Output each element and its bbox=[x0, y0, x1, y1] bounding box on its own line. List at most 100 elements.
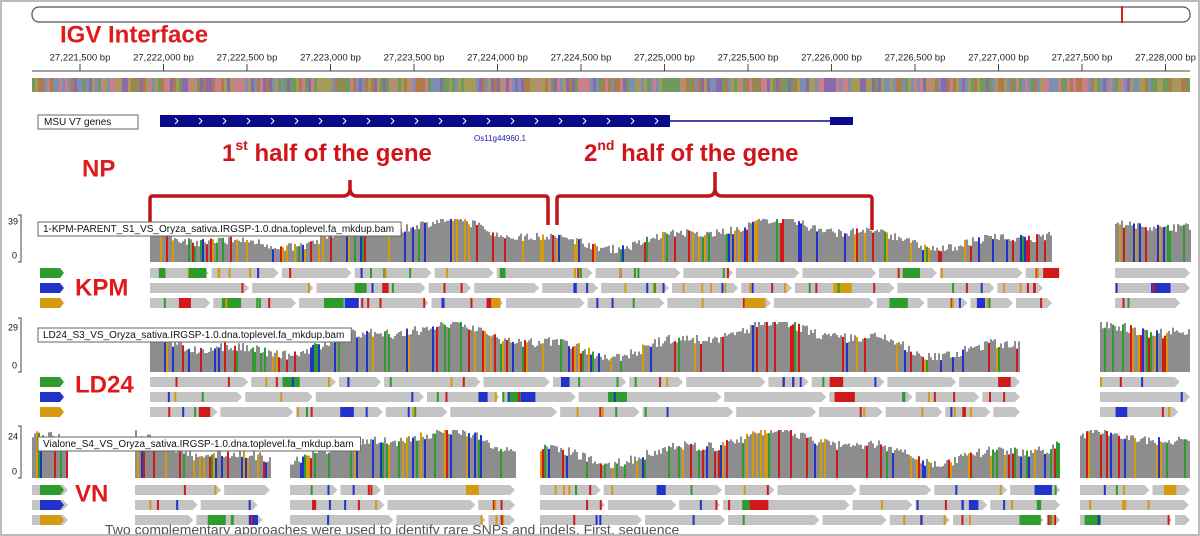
coverage-bar bbox=[1140, 438, 1142, 478]
coverage-bar bbox=[780, 430, 782, 478]
coverage-bar bbox=[662, 231, 664, 262]
mismatch bbox=[586, 500, 589, 510]
mismatch bbox=[962, 407, 965, 417]
coverage-bar bbox=[446, 220, 448, 262]
coverage-bar bbox=[638, 240, 640, 262]
sequence-base bbox=[1025, 78, 1028, 92]
coverage-bar bbox=[154, 229, 156, 262]
coverage-bar bbox=[866, 338, 868, 372]
coverage-bar bbox=[722, 442, 724, 478]
coverage-bar bbox=[618, 458, 620, 478]
coverage-bar bbox=[956, 351, 958, 372]
coverage-bar bbox=[906, 238, 908, 262]
sequence-base bbox=[566, 78, 569, 92]
coverage-bar bbox=[706, 231, 708, 262]
sequence-base bbox=[932, 78, 935, 92]
coverage-bar bbox=[544, 338, 546, 372]
coverage-bar bbox=[912, 457, 914, 478]
coverage-bar bbox=[456, 430, 458, 478]
coverage-bar bbox=[152, 337, 154, 372]
coverage-bar bbox=[742, 328, 744, 372]
coverage-bar bbox=[600, 247, 602, 262]
mismatch bbox=[744, 298, 766, 308]
coverage-bar bbox=[830, 228, 832, 262]
coverage-bar bbox=[826, 439, 828, 478]
mismatch bbox=[502, 392, 505, 402]
coverage-bar bbox=[564, 340, 566, 372]
coverage-bar bbox=[268, 248, 270, 262]
strand-marker bbox=[40, 485, 64, 495]
sequence-base bbox=[965, 78, 968, 92]
coverage-bar bbox=[187, 455, 189, 478]
coverage-bar bbox=[1104, 430, 1106, 478]
sequence-base bbox=[794, 78, 797, 92]
coverage-bar bbox=[1108, 435, 1110, 478]
coverage-bar bbox=[346, 226, 348, 262]
coverage-bar bbox=[416, 331, 418, 372]
sequence-base bbox=[977, 78, 980, 92]
coverage-bar bbox=[496, 447, 498, 478]
coverage-bar bbox=[962, 246, 964, 262]
mismatch bbox=[751, 283, 754, 293]
gene-utr bbox=[830, 117, 853, 125]
coverage-bar bbox=[247, 457, 249, 478]
sequence-base bbox=[608, 78, 611, 92]
coverage-bar bbox=[994, 451, 996, 478]
sequence-base bbox=[428, 78, 431, 92]
coverage-bar bbox=[184, 239, 186, 262]
coverage-bar bbox=[810, 436, 812, 478]
sequence-base bbox=[413, 78, 416, 92]
coverage-bar bbox=[1094, 430, 1096, 478]
coverage-bar bbox=[178, 242, 180, 262]
coverage-bar bbox=[1082, 433, 1084, 478]
sequence-base bbox=[1109, 78, 1112, 92]
mismatch bbox=[726, 268, 729, 278]
sequence-base bbox=[215, 78, 218, 92]
sequence-base bbox=[350, 78, 353, 92]
coverage-bar bbox=[190, 239, 192, 262]
sequence-base bbox=[752, 78, 755, 92]
read bbox=[741, 283, 792, 293]
sequence-base bbox=[1178, 78, 1181, 92]
read bbox=[1100, 392, 1190, 402]
coverage-bar bbox=[940, 360, 942, 372]
text: half of the gene bbox=[248, 140, 432, 167]
coverage-bar bbox=[1166, 442, 1168, 478]
coverage-bar bbox=[364, 225, 366, 262]
mismatch bbox=[933, 392, 936, 402]
sequence-base bbox=[71, 78, 74, 92]
coverage-bar bbox=[848, 341, 850, 372]
sequence-base bbox=[704, 78, 707, 92]
coverage-bar bbox=[664, 232, 666, 262]
sequence-base bbox=[80, 78, 83, 92]
coverage-bar bbox=[528, 239, 530, 262]
coverage-bar bbox=[596, 246, 598, 262]
coverage-bar bbox=[666, 336, 668, 372]
coverage-bar bbox=[396, 445, 398, 478]
coverage-bar bbox=[676, 232, 678, 262]
mismatch bbox=[1115, 407, 1128, 417]
mismatch bbox=[611, 485, 614, 495]
coverage-bar bbox=[246, 345, 248, 372]
coverage-bar bbox=[602, 359, 604, 372]
coverage-bar bbox=[372, 439, 374, 478]
coverage-bar bbox=[258, 239, 260, 262]
coverage-bar bbox=[828, 440, 830, 478]
coverage-bar bbox=[224, 342, 226, 372]
coverage-bar bbox=[868, 338, 870, 372]
coverage-bar bbox=[882, 446, 884, 478]
read bbox=[885, 407, 943, 417]
coverage-bar bbox=[362, 227, 364, 262]
coverage-bar bbox=[568, 346, 570, 372]
coverage-bar bbox=[390, 442, 392, 478]
coverage-bar bbox=[898, 450, 900, 478]
sequence-base bbox=[1028, 78, 1031, 92]
coverage-bar bbox=[450, 324, 452, 372]
coverage-bar bbox=[52, 435, 54, 478]
coverage-bar bbox=[1183, 224, 1185, 262]
sequence-base bbox=[845, 78, 848, 92]
coverage-bar bbox=[466, 436, 468, 478]
coverage-bar bbox=[470, 330, 472, 372]
read bbox=[736, 407, 817, 417]
coverage-bar bbox=[990, 339, 992, 372]
